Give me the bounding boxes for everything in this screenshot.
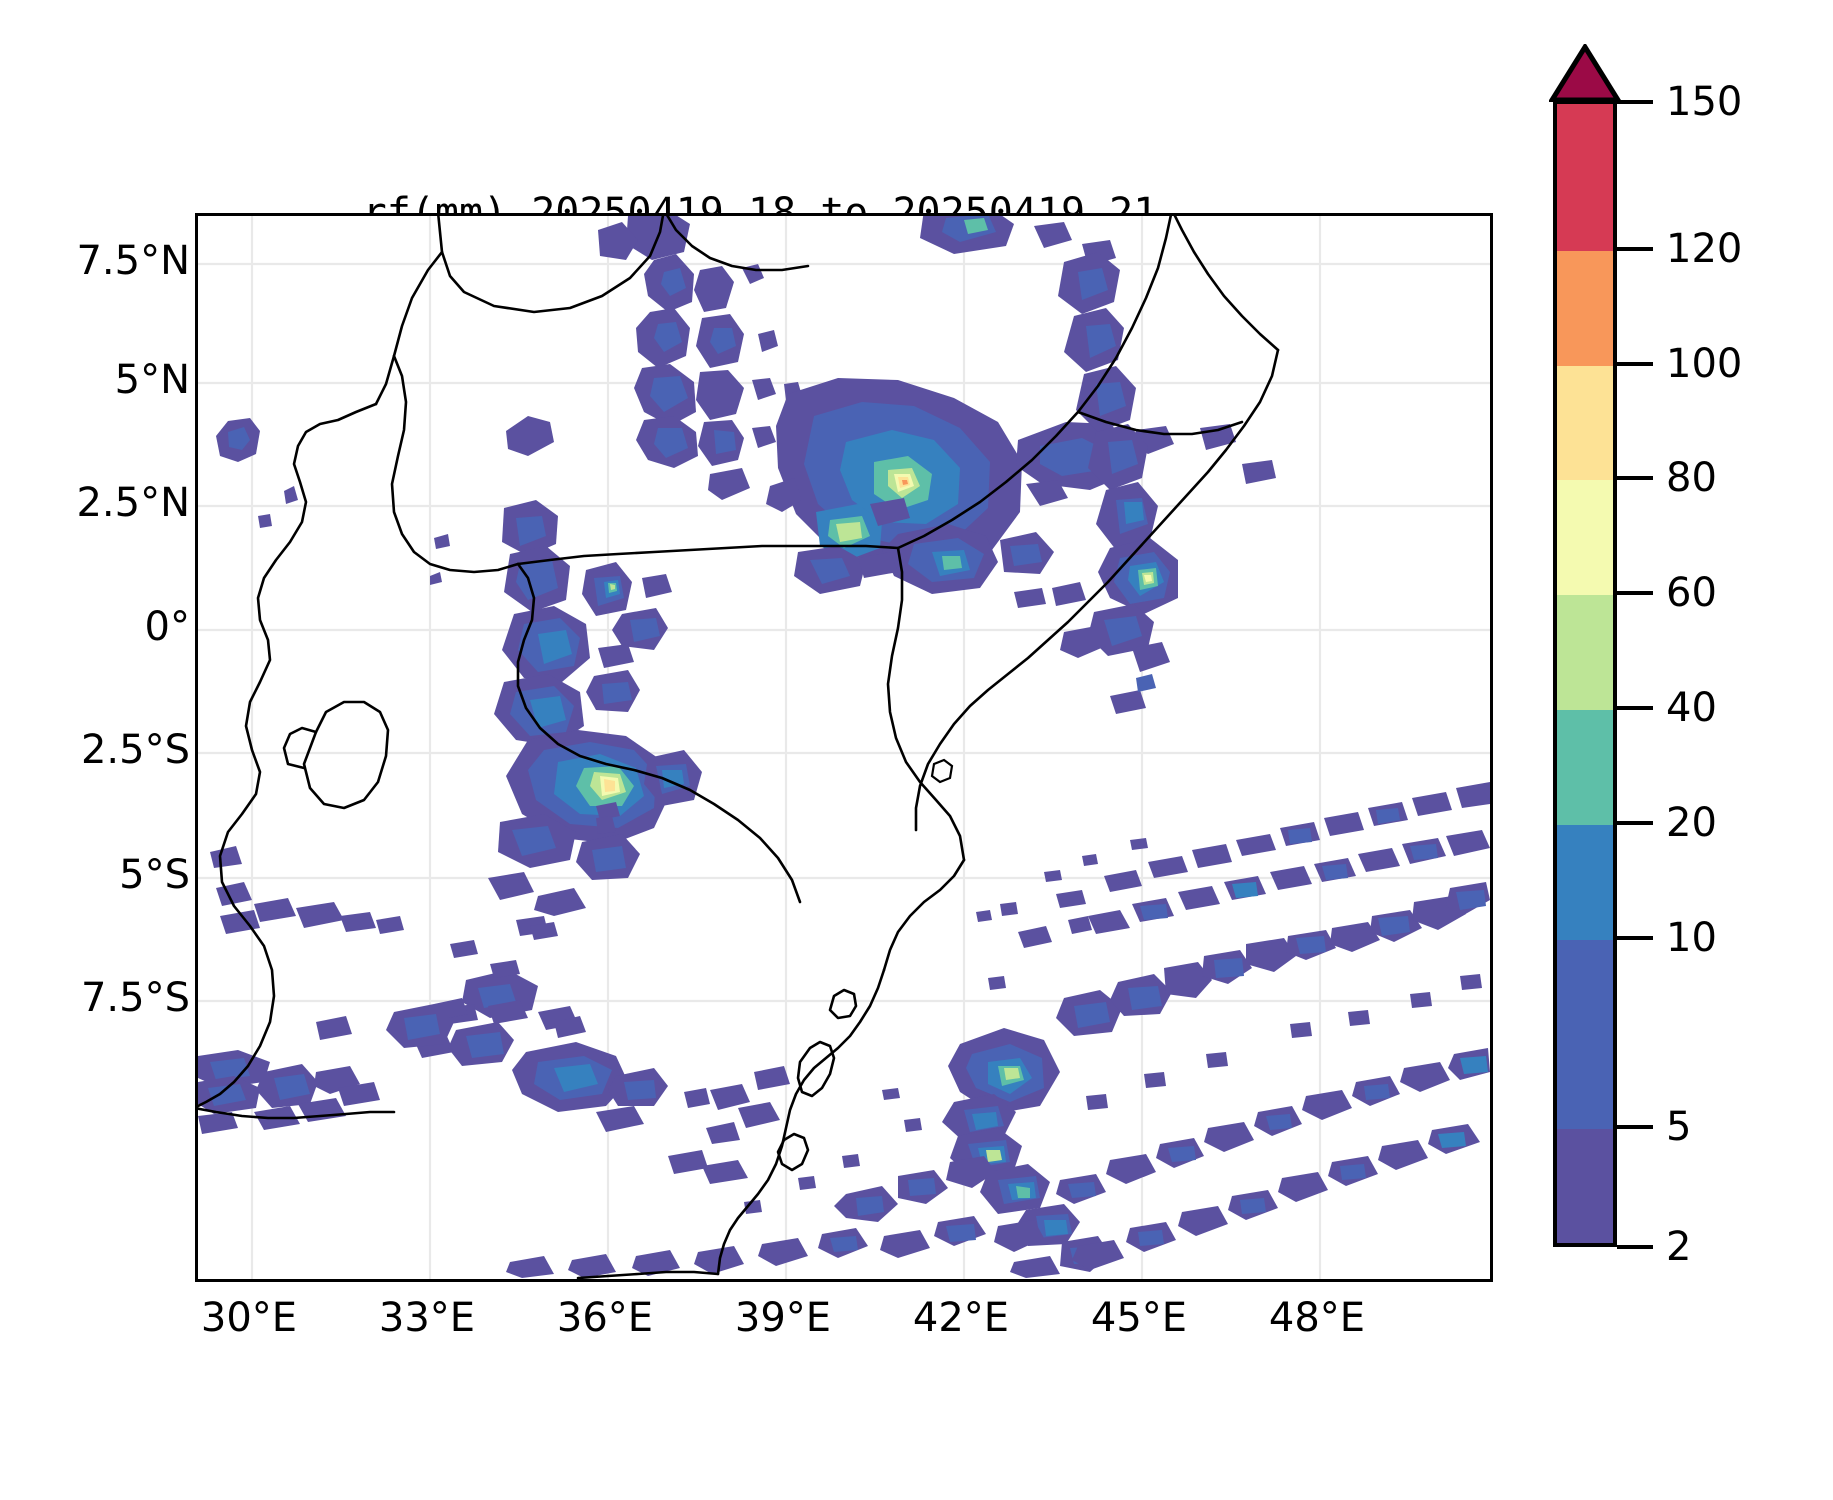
colorbar-tick <box>1617 247 1653 251</box>
colorbar-tick-label: 150 <box>1666 79 1743 125</box>
colorbar-band-10-20 <box>1557 825 1613 940</box>
colorbar-band-40-60 <box>1557 595 1613 710</box>
colorbar-tick <box>1617 821 1653 825</box>
x-tick-label: 39°E <box>734 1295 832 1341</box>
colorbar-tick-label: 80 <box>1666 455 1717 501</box>
coastlines-and-borders <box>198 216 1280 1279</box>
colorbar-tick-label: 20 <box>1666 800 1717 846</box>
y-tick-label: 5°N <box>114 357 190 403</box>
colorbar-tick <box>1617 476 1653 480</box>
x-tick-label: 30°E <box>200 1295 298 1341</box>
colorbar-tick <box>1617 591 1653 595</box>
colorbar-extend-arrow <box>1549 44 1621 102</box>
y-tick-label: 0° <box>144 604 190 650</box>
colorbar-band-100-120 <box>1557 251 1613 366</box>
y-tick-label: 7.5°N <box>76 238 190 284</box>
colorbar-tick-label: 2 <box>1666 1224 1692 1270</box>
y-tick-label: 2.5°N <box>76 480 190 526</box>
x-tick-label: 45°E <box>1090 1295 1188 1341</box>
colorbar-tick-label: 40 <box>1666 685 1717 731</box>
x-tick-label: 36°E <box>556 1295 654 1341</box>
colorbar-tick-label: 120 <box>1666 226 1743 272</box>
x-tick-label: 42°E <box>912 1295 1010 1341</box>
colorbar-tick <box>1617 1125 1653 1129</box>
colorbar-tick <box>1617 362 1653 366</box>
colorbar-tick <box>1617 1245 1653 1249</box>
colorbar-band-80-100 <box>1557 366 1613 480</box>
colorbar-tick-label: 100 <box>1666 341 1743 387</box>
colorbar-band-60-80 <box>1557 480 1613 595</box>
colorbar-band-20-40 <box>1557 710 1613 825</box>
colorbar-tick <box>1617 706 1653 710</box>
colorbar-tick <box>1617 936 1653 940</box>
y-tick-label: 7.5°S <box>80 975 190 1021</box>
colorbar-tick <box>1617 100 1653 104</box>
x-tick-label: 48°E <box>1268 1295 1366 1341</box>
colorbar-tick-label: 5 <box>1666 1104 1692 1150</box>
island-outlines <box>930 758 954 784</box>
map-axes[interactable] <box>195 213 1493 1282</box>
colorbar-tick-label: 10 <box>1666 915 1717 961</box>
x-tick-label: 33°E <box>378 1295 476 1341</box>
colorbar-band-120-150 <box>1557 104 1613 251</box>
colorbar-band-2-5 <box>1557 1129 1613 1243</box>
precipitation-contour-field <box>198 216 1490 1278</box>
y-tick-label: 5°S <box>119 852 190 898</box>
map-plot <box>198 216 1490 1279</box>
colorbar-band-5-10 <box>1557 940 1613 1129</box>
colorbar-tick-label: 60 <box>1666 570 1717 616</box>
colorbar-gradient[interactable] <box>1553 100 1617 1247</box>
y-tick-label: 2.5°S <box>80 727 190 773</box>
